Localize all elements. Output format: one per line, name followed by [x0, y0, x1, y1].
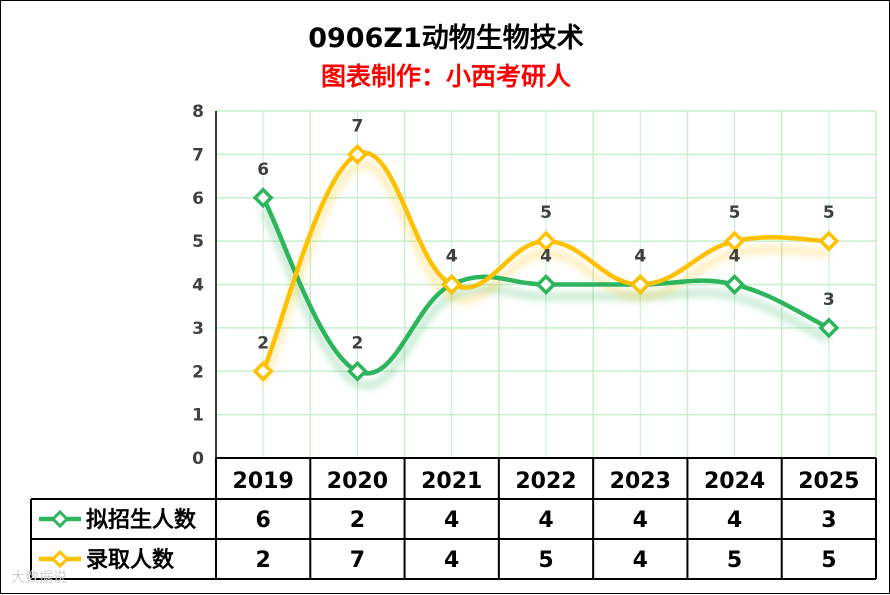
x-category-label: 2021 [421, 469, 482, 494]
data-label: 5 [823, 203, 835, 223]
data-point-marker [252, 187, 274, 209]
data-point-marker [441, 274, 463, 295]
y-tick-label: 4 [192, 276, 204, 296]
data-label: 4 [446, 247, 458, 267]
watermark: 大数据说 [11, 570, 67, 586]
table-cell-value: 7 [350, 548, 365, 573]
series-shadow [260, 208, 831, 389]
data-point-marker [724, 274, 746, 295]
y-tick-label: 1 [192, 406, 204, 426]
y-tick-label: 0 [192, 449, 204, 469]
data-label: 5 [729, 203, 741, 223]
series-line [261, 150, 829, 373]
chart-title: 0906Z1动物生物技术 [308, 23, 584, 54]
data-label: 4 [540, 247, 552, 267]
y-tick-label: 2 [192, 362, 204, 382]
x-category-label: 2022 [515, 469, 576, 494]
y-axis-ticks: 0 1 2 3 4 5 6 7 8 [192, 102, 204, 469]
series-markers [252, 143, 840, 382]
table-cell-value: 4 [538, 508, 553, 533]
table-cell-value: 4 [444, 508, 459, 533]
data-label: 2 [257, 333, 269, 353]
data-point-marker [346, 360, 368, 382]
x-category-label: 2025 [798, 469, 859, 494]
table-cell-value: 3 [821, 508, 836, 533]
data-point-marker [346, 143, 368, 165]
legend-series-name: 拟招生人数 [86, 507, 197, 533]
data-label: 6 [257, 160, 269, 180]
table-cell-value: 4 [633, 508, 648, 533]
y-tick-label: 6 [192, 189, 204, 209]
data-label: 4 [634, 247, 646, 267]
chart-subtitle: 图表制作：小西考研人 [321, 62, 571, 91]
data-label: 5 [540, 203, 552, 223]
data-point-marker [252, 360, 274, 382]
data-point-marker [629, 274, 651, 295]
x-category-label: 2020 [327, 469, 388, 494]
data-point-marker [818, 317, 840, 339]
y-tick-label: 7 [192, 145, 204, 165]
data-point-marker [535, 274, 557, 295]
data-label: 4 [446, 247, 458, 267]
legend-key-marker [50, 549, 70, 569]
x-category-label: 2019 [233, 469, 294, 494]
x-category-label: 2024 [704, 469, 765, 494]
y-tick-label: 3 [192, 319, 204, 339]
series-shadow [260, 161, 829, 385]
series-shadows [260, 161, 831, 389]
data-label: 7 [352, 116, 364, 136]
table-cell-value: 5 [538, 548, 553, 573]
data-label: 4 [634, 247, 646, 267]
table-cell-value: 5 [727, 548, 742, 573]
table-cell-value: 4 [727, 508, 742, 533]
y-tick-label: 8 [192, 102, 204, 122]
data-label: 2 [352, 333, 364, 353]
legend-series-name: 录取人数 [86, 547, 175, 573]
data-point-marker [535, 230, 557, 252]
data-label: 3 [823, 290, 835, 310]
table-cell-value: 2 [255, 548, 270, 573]
data-label: 4 [729, 247, 741, 267]
x-category-label: 2023 [610, 469, 671, 494]
data-point-marker [818, 230, 840, 252]
table-cell-value: 4 [633, 548, 648, 573]
table-cell-value: 4 [444, 548, 459, 573]
table-cell-value: 2 [350, 508, 365, 533]
legend-key-marker [50, 509, 70, 529]
table-cell-value: 5 [821, 548, 836, 573]
table-cell-value: 6 [255, 508, 270, 533]
data-point-marker [724, 230, 746, 252]
y-tick-label: 5 [192, 232, 204, 252]
